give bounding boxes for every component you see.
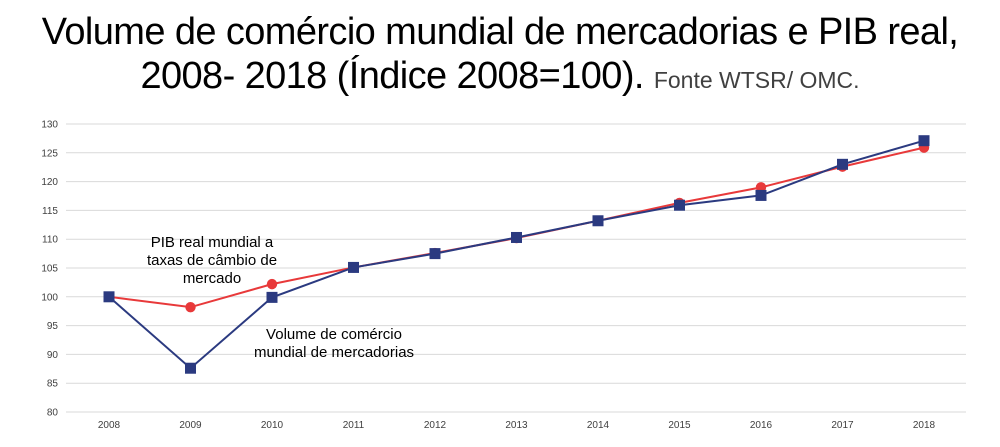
- trade-point: [429, 248, 441, 260]
- x-tick-label: 2012: [424, 420, 447, 431]
- y-axis-ticks: 80 85 90 95 100 105 110 115 120 125 130: [41, 120, 58, 419]
- trade-point: [837, 158, 848, 170]
- y-tick-label: 85: [47, 379, 59, 390]
- chart-title: Volume de comércio mundial de mercadoria…: [0, 10, 1000, 102]
- y-tick-label: 95: [47, 321, 59, 332]
- series-label-line: Volume de comércio: [266, 326, 402, 343]
- series-label-line: mercado: [183, 270, 241, 287]
- x-tick-label: 2018: [913, 420, 936, 431]
- gridlines: [66, 123, 966, 413]
- x-tick-label: 2013: [505, 420, 528, 431]
- series-label-line: mundial de mercadorias: [254, 344, 414, 361]
- x-tick-label: 2009: [179, 420, 202, 431]
- y-tick-label: 80: [47, 408, 59, 419]
- series-label-1: Volume de comércio mundial de mercadorias: [254, 326, 414, 361]
- trade-point: [266, 291, 278, 303]
- title-line-2: 2008- 2018 (Índice 2008=100). Fonte WTSR…: [0, 54, 1000, 102]
- x-tick-label: 2014: [587, 420, 610, 431]
- y-tick-label: 100: [41, 292, 58, 303]
- trade-point: [103, 291, 115, 303]
- trade-point: [674, 199, 685, 211]
- y-tick-label: 110: [42, 235, 58, 246]
- trade-point: [348, 261, 359, 273]
- series-label-line: taxas de câmbio de: [147, 252, 277, 269]
- gdp-point: [185, 301, 196, 313]
- trade-point: [511, 231, 522, 243]
- x-tick-label: 2015: [668, 420, 691, 431]
- trade-point: [592, 215, 604, 227]
- y-tick-label: 125: [41, 148, 58, 159]
- annotations: PIB real mundial a taxas de câmbio de merc…: [147, 234, 414, 361]
- trade-point: [755, 189, 767, 201]
- x-tick-label: 2010: [261, 420, 284, 431]
- title-line-1: Volume de comércio mundial de mercadoria…: [41, 11, 959, 53]
- gdp-point: [266, 278, 278, 290]
- x-tick-label: 2016: [750, 420, 773, 431]
- y-tick-label: 105: [41, 264, 58, 275]
- y-tick-label: 115: [42, 206, 58, 217]
- series-group: [103, 135, 930, 374]
- x-tick-label: 2011: [343, 420, 365, 431]
- source-note: Fonte WTSR/ OMC.: [653, 67, 860, 93]
- series-label-0: PIB real mundial a taxas de câmbio de merc…: [147, 234, 277, 287]
- x-tick-label: 2008: [98, 420, 121, 431]
- trade-point: [185, 362, 196, 374]
- x-axis-ticks: 2008 2009 2010 2011 2012 2013 2014 2015 2016 2017…: [98, 420, 936, 431]
- title-line-2-text: 2008- 2018 (Índice 2008=100).: [140, 55, 644, 97]
- y-tick-label: 90: [47, 350, 59, 361]
- y-tick-label: 120: [41, 177, 58, 188]
- trade-point: [918, 135, 930, 147]
- series-label-line: PIB real mundial a: [151, 234, 274, 251]
- y-tick-label: 130: [41, 120, 58, 131]
- x-tick-label: 2017: [831, 420, 854, 431]
